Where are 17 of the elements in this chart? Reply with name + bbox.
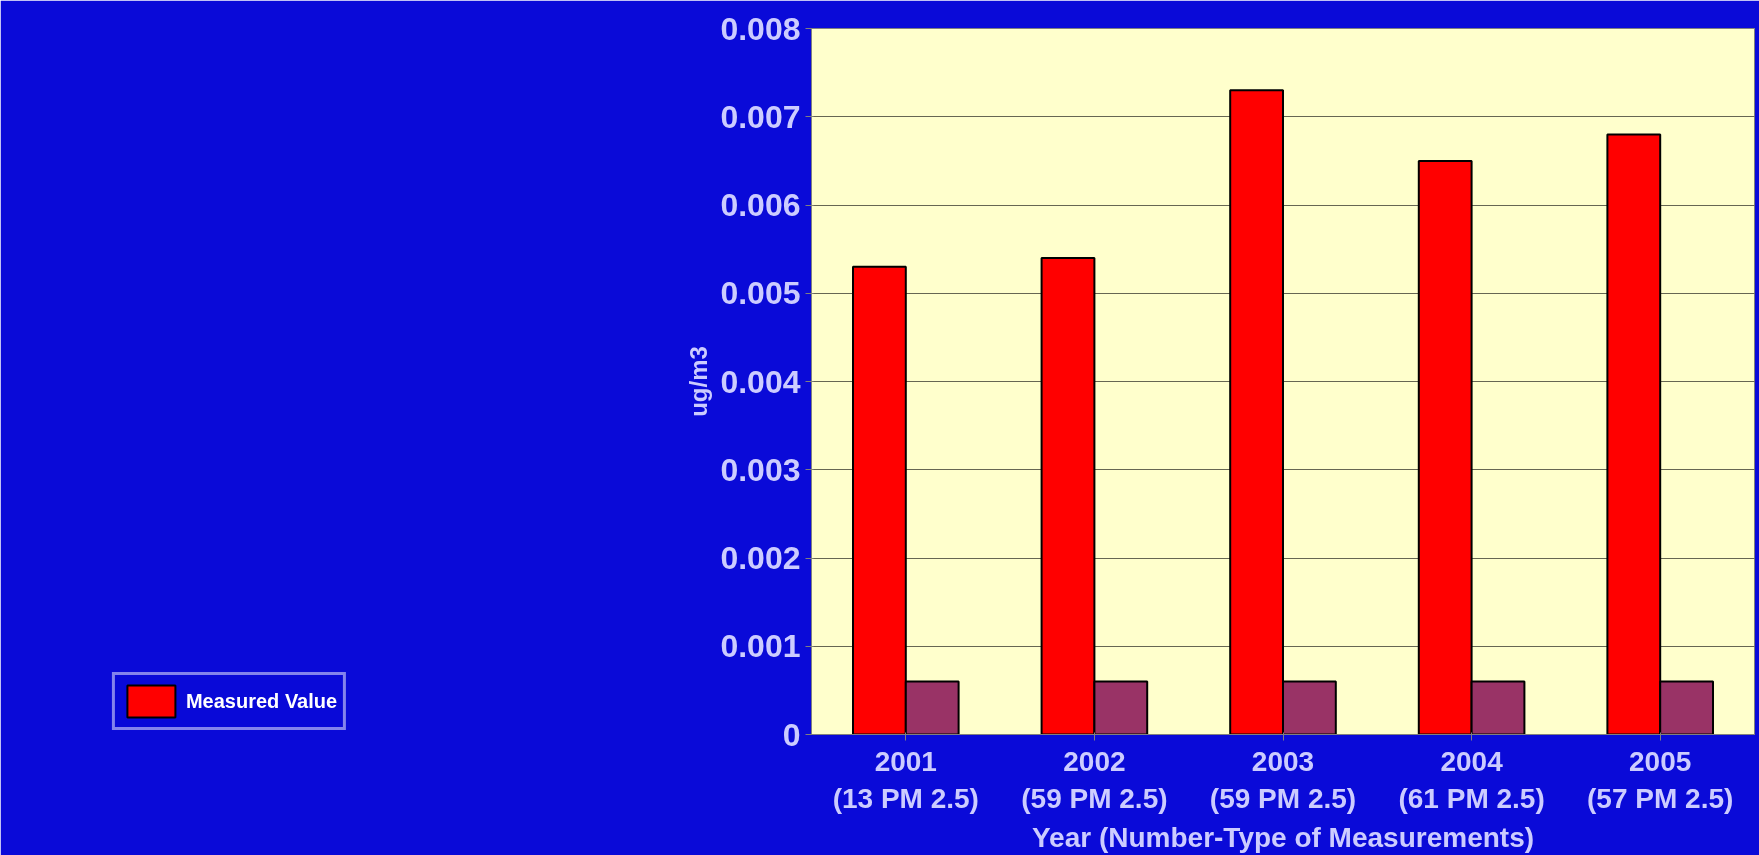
y-tick-label: 0.003	[720, 451, 801, 488]
x-tick-label: 2001 (13 PM 2.5)	[832, 745, 979, 814]
y-tick-label: 0.006	[720, 187, 801, 223]
y-tick-label: 0.005	[720, 275, 801, 312]
x-tick-label: 2003 (59 PM 2.5)	[1209, 745, 1357, 814]
legend-label: Measured Value	[185, 689, 338, 713]
y-tick-label: 0.007	[720, 98, 801, 135]
x-tick-label: 2002 (59 PM 2.5)	[1021, 745, 1168, 814]
y-tick-label: 0.008	[720, 10, 801, 47]
y-tick-label: 0.001	[720, 628, 801, 665]
x-axis-title: Year (Number-Type of Measurements)	[1031, 821, 1535, 853]
x-tick-label: 2005 (57 PM 2.5)	[1587, 745, 1734, 814]
y-axis-title: ug/m3	[685, 346, 713, 417]
y-tick-label: 0	[782, 716, 801, 753]
x-tick-label: 2004 (61 PM 2.5)	[1398, 745, 1545, 814]
y-tick-label: 0.002	[720, 540, 801, 576]
y-tick-label: 0.004	[720, 363, 801, 400]
